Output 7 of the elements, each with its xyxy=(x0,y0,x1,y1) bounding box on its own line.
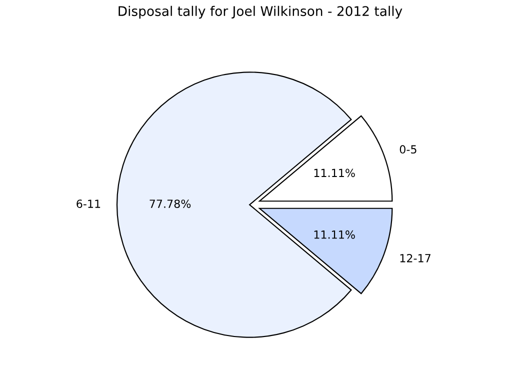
chart-title: Disposal tally for Joel Wilkinson - 2012 tally xyxy=(118,6,402,19)
slice-label: 6-11 xyxy=(76,200,100,208)
data-label: 11.11% xyxy=(314,168,355,178)
data-label: 77.78% xyxy=(150,200,191,208)
slice-label: 0-5 xyxy=(400,145,416,154)
data-label: 11.11% xyxy=(314,230,355,239)
slice-label: 12-17 xyxy=(400,254,430,262)
